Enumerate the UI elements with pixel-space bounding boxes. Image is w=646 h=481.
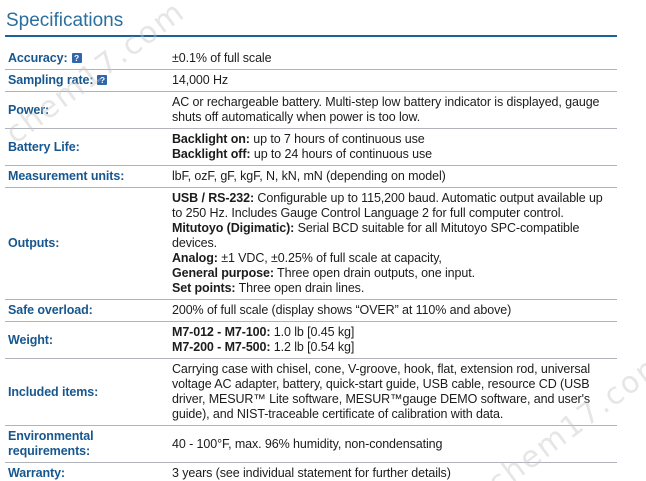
spec-label-text: Included items: bbox=[8, 384, 99, 399]
spec-label: Outputs: bbox=[5, 236, 172, 251]
spec-value: AC or rechargeable battery. Multi-step l… bbox=[172, 95, 617, 125]
spec-label-text: Weight: bbox=[8, 332, 53, 347]
spec-value-line: 200% of full scale (display shows “OVER”… bbox=[172, 303, 611, 318]
spec-label-text: Accuracy: bbox=[8, 51, 68, 65]
table-row: Measurement units: lbF, ozF, gF, kgF, N, … bbox=[5, 166, 617, 188]
spec-label-text: Environmental requirements: bbox=[8, 429, 94, 458]
spec-value: lbF, ozF, gF, kgF, N, kN, mN (depending … bbox=[172, 169, 617, 184]
spec-value: USB / RS-232: Configurable up to 115,200… bbox=[172, 191, 617, 296]
spec-value-line: AC or rechargeable battery. Multi-step l… bbox=[172, 95, 611, 125]
value-text-segment: lbF, ozF, gF, kgF, N, kN, mN (depending … bbox=[172, 169, 446, 183]
value-text-segment: 40 - 100°F, max. 96% humidity, non-conde… bbox=[172, 436, 443, 451]
page-title: Specifications bbox=[6, 10, 124, 31]
spec-label: Environmental requirements: bbox=[5, 429, 172, 459]
specifications-table: Accuracy:? ±0.1% of full scale Sampling ra… bbox=[5, 48, 617, 481]
spec-value-line: Analog: ±1 VDC, ±0.25% of full scale at … bbox=[172, 251, 611, 266]
value-text-segment: 1.2 lb [0.54 kg] bbox=[270, 340, 355, 354]
spec-label-text: Sampling rate: bbox=[8, 73, 94, 87]
value-text-segment: Carrying case with chisel, cone, V-groov… bbox=[172, 362, 591, 421]
spec-value-line: Carrying case with chisel, cone, V-groov… bbox=[172, 362, 611, 422]
value-text-segment: Three open drain lines. bbox=[235, 281, 365, 295]
value-text-segment: ±1 VDC, ±0.25% of full scale at capacity… bbox=[217, 251, 442, 265]
spec-label: Included items: bbox=[5, 385, 172, 400]
spec-value: Carrying case with chisel, cone, V-groov… bbox=[172, 362, 617, 422]
spec-value-line: 14,000 Hz bbox=[172, 73, 611, 88]
spec-value-line: 40 - 100°F, max. 96% humidity, non-conde… bbox=[172, 437, 611, 452]
value-bold-segment: General purpose: bbox=[172, 266, 274, 280]
spec-value-line: Set points: Three open drain lines. bbox=[172, 281, 611, 296]
table-row: Accuracy:? ±0.1% of full scale bbox=[5, 48, 617, 70]
spec-label-text: Outputs: bbox=[8, 236, 60, 250]
value-bold-segment: Set points: bbox=[172, 281, 236, 295]
table-row: Included items: Carrying case with chisel… bbox=[5, 359, 617, 426]
table-row: Outputs: USB / RS-232: Configurable up to… bbox=[5, 188, 617, 300]
spec-label: Measurement units: bbox=[5, 169, 172, 184]
value-text-segment: Serial BCD suitable for all Mitutoyo SPC… bbox=[172, 221, 580, 250]
table-row: Warranty: 3 years (see individual stateme… bbox=[5, 463, 617, 481]
spec-label-text: Power: bbox=[8, 102, 50, 117]
spec-value-line: M7-012 - M7-100: 1.0 lb [0.45 kg] bbox=[172, 325, 611, 340]
table-row: Sampling rate:? 14,000 Hz bbox=[5, 70, 617, 92]
spec-value: 14,000 Hz bbox=[172, 73, 617, 88]
spec-label: Safe overload: bbox=[5, 303, 172, 318]
spec-value-line: lbF, ozF, gF, kgF, N, kN, mN (depending … bbox=[172, 169, 611, 184]
value-bold-segment: Backlight on: bbox=[172, 132, 250, 146]
value-bold-segment: Analog: bbox=[172, 251, 218, 265]
spec-value: M7-012 - M7-100: 1.0 lb [0.45 kg] M7-200 … bbox=[172, 325, 617, 355]
spec-value-line: Backlight off: up to 24 hours of continu… bbox=[172, 147, 611, 162]
spec-label-text: Battery Life: bbox=[8, 139, 80, 154]
value-bold-segment: USB / RS-232: bbox=[172, 191, 255, 205]
spec-label-text: Warranty: bbox=[8, 466, 65, 480]
table-row: Battery Life: Backlight on: up to 7 hours… bbox=[5, 129, 617, 166]
spec-label-text: Safe overload: bbox=[8, 303, 93, 317]
spec-value-line: M7-200 - M7-500: 1.2 lb [0.54 kg] bbox=[172, 340, 611, 355]
help-icon[interactable]: ? bbox=[97, 75, 108, 85]
value-text-segment: 3 years (see individual statement for fu… bbox=[172, 466, 451, 480]
spec-value-line: USB / RS-232: Configurable up to 115,200… bbox=[172, 191, 611, 221]
spec-value-line: Backlight on: up to 7 hours of continuou… bbox=[172, 132, 611, 147]
spec-value-line: 3 years (see individual statement for fu… bbox=[172, 466, 611, 481]
table-row: Weight: M7-012 - M7-100: 1.0 lb [0.45 kg]… bbox=[5, 322, 617, 359]
title-divider bbox=[5, 35, 617, 37]
spec-value: 3 years (see individual statement for fu… bbox=[172, 466, 617, 481]
value-text-segment: 14,000 Hz bbox=[172, 73, 229, 87]
spec-label: Accuracy:? bbox=[5, 51, 172, 66]
spec-label: Power: bbox=[5, 103, 172, 118]
help-icon[interactable]: ? bbox=[71, 53, 82, 63]
value-text-segment: Three open drain outputs, one input. bbox=[273, 266, 475, 280]
value-text-segment: up to 24 hours of continuous use bbox=[250, 147, 433, 161]
value-text-segment: ±0.1% of full scale bbox=[172, 51, 272, 65]
value-text-segment: 200% of full scale (display shows “OVER”… bbox=[172, 303, 512, 317]
spec-value: Backlight on: up to 7 hours of continuou… bbox=[172, 132, 617, 162]
value-bold-segment: M7-012 - M7-100: bbox=[172, 325, 271, 339]
spec-value-line: Mitutoyo (Digimatic): Serial BCD suitabl… bbox=[172, 221, 611, 251]
value-text-segment: 1.0 lb [0.45 kg] bbox=[270, 325, 355, 339]
spec-label: Warranty: bbox=[5, 466, 172, 481]
spec-label: Sampling rate:? bbox=[5, 73, 172, 88]
spec-value: ±0.1% of full scale bbox=[172, 51, 617, 66]
table-row: Power: AC or rechargeable battery. Multi-… bbox=[5, 92, 617, 129]
spec-label: Weight: bbox=[5, 333, 172, 348]
spec-label: Battery Life: bbox=[5, 140, 172, 155]
value-bold-segment: Mitutoyo (Digimatic): bbox=[172, 221, 295, 235]
table-row: Environmental requirements: 40 - 100°F, m… bbox=[5, 426, 617, 463]
spec-label-text: Measurement units: bbox=[8, 169, 125, 183]
value-text-segment: AC or rechargeable battery. Multi-step l… bbox=[172, 95, 600, 124]
value-text-segment: Configurable up to 115,200 baud. Automat… bbox=[172, 191, 603, 220]
value-text-segment: up to 7 hours of continuous use bbox=[249, 132, 425, 146]
spec-value-line: General purpose: Three open drain output… bbox=[172, 266, 611, 281]
value-bold-segment: Backlight off: bbox=[172, 147, 251, 161]
spec-value: 40 - 100°F, max. 96% humidity, non-conde… bbox=[172, 437, 617, 452]
spec-value: 200% of full scale (display shows “OVER”… bbox=[172, 303, 617, 318]
spec-value-line: ±0.1% of full scale bbox=[172, 51, 611, 66]
value-bold-segment: M7-200 - M7-500: bbox=[172, 340, 271, 354]
table-row: Safe overload: 200% of full scale (displa… bbox=[5, 300, 617, 322]
